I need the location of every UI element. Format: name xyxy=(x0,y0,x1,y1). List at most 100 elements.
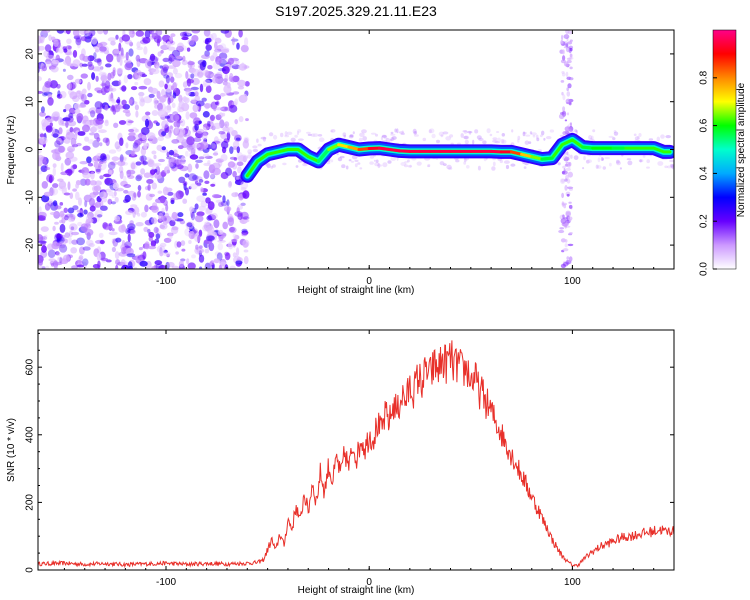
noise-blob xyxy=(173,121,178,128)
noise-blob xyxy=(53,41,60,47)
noise-column-blob xyxy=(567,216,573,221)
snr-ticks: -100 0 100 0 200 400 600 xyxy=(25,330,675,588)
halo-blob xyxy=(499,159,503,164)
halo-blob xyxy=(394,128,397,133)
noise-blob xyxy=(235,60,240,65)
ridge-peak-segment xyxy=(347,145,361,151)
noise-blob xyxy=(158,158,165,163)
noise-blob xyxy=(113,190,117,197)
noise-blob xyxy=(75,182,79,189)
noise-blob xyxy=(176,45,184,53)
noise-blob xyxy=(104,178,110,185)
noise-blob xyxy=(42,92,48,97)
noise-blob xyxy=(113,122,119,128)
noise-blob xyxy=(84,178,91,186)
noise-blob xyxy=(237,212,243,220)
halo-blob xyxy=(646,166,650,169)
top-x-tick-label: 0 xyxy=(366,276,372,287)
noise-blob xyxy=(66,82,76,91)
noise-blob xyxy=(182,96,187,103)
noise-blob xyxy=(111,246,116,253)
noise-blob xyxy=(102,137,109,143)
halo-blob xyxy=(460,133,464,138)
noise-blob xyxy=(59,220,63,224)
halo-blob xyxy=(595,164,599,169)
noise-blob xyxy=(49,65,57,70)
noise-blob xyxy=(171,139,180,144)
noise-blob xyxy=(87,61,93,67)
noise-blob xyxy=(227,57,235,65)
halo-blob xyxy=(536,137,540,142)
noise-blob xyxy=(107,37,117,42)
noise-blob xyxy=(120,47,124,57)
halo-blob xyxy=(583,155,586,161)
noise-blob xyxy=(62,254,71,263)
halo-blob xyxy=(390,156,397,161)
noise-blob xyxy=(106,53,114,63)
halo-blob xyxy=(474,129,479,134)
noise-blob xyxy=(178,176,186,183)
noise-blob xyxy=(139,94,144,102)
noise-blob xyxy=(138,247,143,251)
halo-blob xyxy=(359,132,365,137)
halo-blob xyxy=(541,130,545,136)
noise-blob xyxy=(116,67,124,75)
noise-blob xyxy=(210,260,215,266)
halo-blob xyxy=(296,131,300,135)
noise-blob xyxy=(135,54,141,62)
noise-blob xyxy=(192,68,200,77)
noise-blob xyxy=(219,43,227,50)
noise-blob xyxy=(52,200,58,207)
noise-blob xyxy=(142,37,151,44)
halo-blob xyxy=(669,159,674,163)
noise-blob xyxy=(38,240,47,244)
noise-blob xyxy=(136,41,141,48)
noise-column-blob xyxy=(568,204,573,209)
noise-blob xyxy=(135,222,144,227)
noise-blob xyxy=(208,242,215,252)
noise-column-blob xyxy=(568,162,572,167)
noise-blob xyxy=(243,249,249,253)
noise-blob xyxy=(195,163,199,169)
noise-blob xyxy=(59,210,65,218)
noise-blob xyxy=(235,260,243,265)
noise-blob xyxy=(41,181,48,189)
colorbar-ticks: 0.0 0.2 0.4 0.6 0.8 xyxy=(699,70,717,276)
noise-column-blob xyxy=(566,37,569,42)
noise-blob xyxy=(210,141,217,151)
top-y-tick-label: -20 xyxy=(25,237,36,252)
noise-blob xyxy=(213,144,218,151)
halo-blob xyxy=(626,158,632,161)
halo-blob xyxy=(443,163,447,167)
noise-blob xyxy=(194,91,199,97)
halo-blob xyxy=(352,131,355,135)
halo-blob xyxy=(330,159,334,163)
noise-blob xyxy=(224,252,231,261)
noise-blob xyxy=(81,63,88,67)
noise-blob xyxy=(119,170,124,180)
halo-blob xyxy=(657,161,664,166)
noise-blob xyxy=(54,205,62,210)
noise-blob xyxy=(94,160,99,169)
noise-blob xyxy=(98,129,107,134)
noise-blob xyxy=(64,215,69,221)
noise-blob xyxy=(187,146,196,153)
noise-blob xyxy=(166,253,170,258)
halo-blob xyxy=(486,128,491,134)
noise-blob xyxy=(155,30,163,36)
noise-blob xyxy=(144,30,151,39)
noise-blob xyxy=(234,98,239,106)
noise-blob xyxy=(147,60,153,67)
noise-blob xyxy=(81,93,87,103)
noise-blob xyxy=(188,186,192,190)
halo-blob xyxy=(336,153,339,156)
noise-blob xyxy=(97,214,103,218)
noise-column-blob xyxy=(570,154,573,159)
top-y-tick-label: 10 xyxy=(25,96,36,108)
noise-blob xyxy=(54,221,59,225)
halo-blob xyxy=(463,135,470,140)
noise-blob xyxy=(144,118,150,128)
noise-blob xyxy=(46,61,51,65)
halo-blob xyxy=(482,140,487,145)
noise-blob xyxy=(157,102,163,112)
